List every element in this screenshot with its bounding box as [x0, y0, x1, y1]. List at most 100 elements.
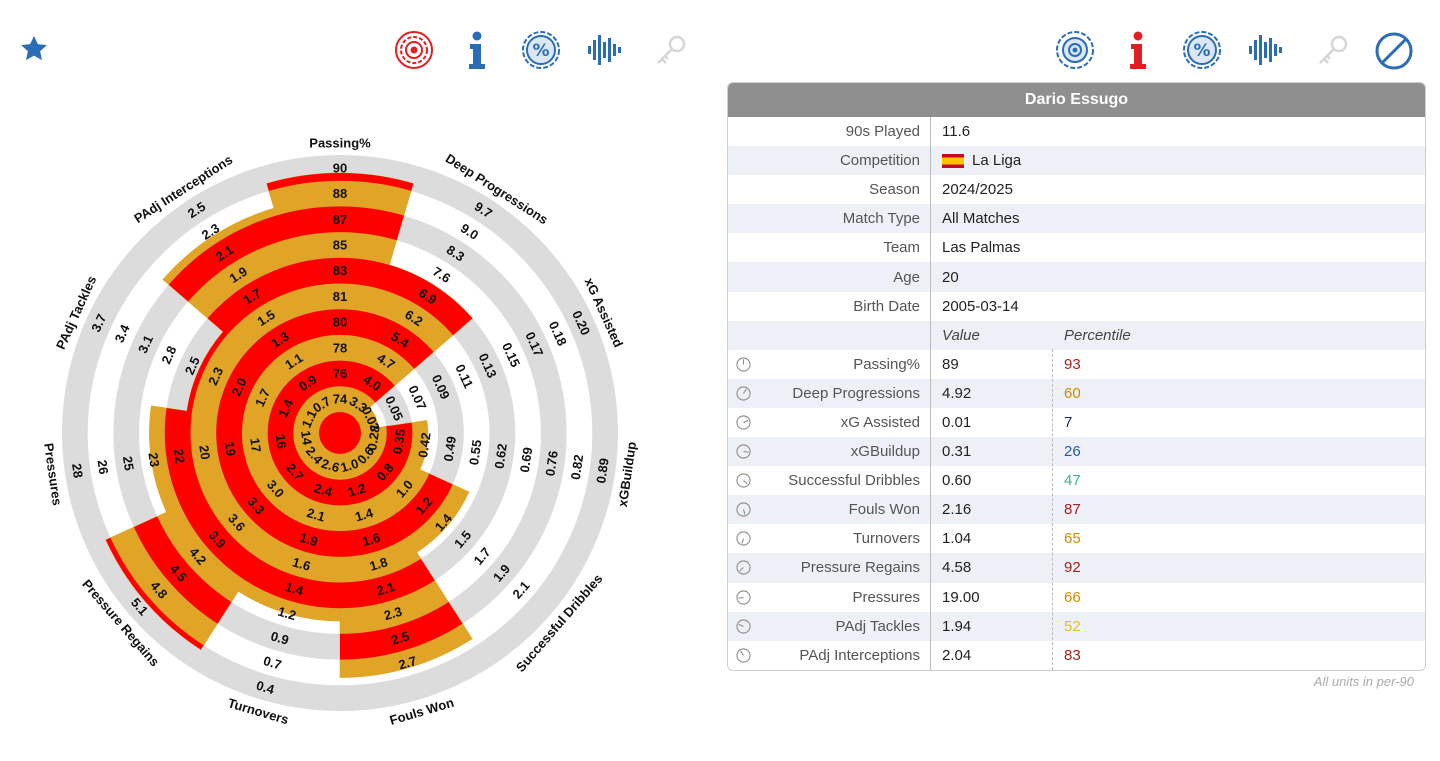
- tick-label: 2.6: [320, 456, 342, 475]
- tick-label: 81: [333, 289, 347, 304]
- info-value-text: All Matches: [942, 210, 1020, 228]
- stat-percentile: 93: [1064, 355, 1081, 373]
- percent-icon[interactable]: %: [521, 30, 561, 70]
- stat-row: xGBuildup 0.31 26: [728, 437, 1425, 467]
- stat-label: Successful Dribbles: [788, 472, 920, 490]
- tick-label: 0.15: [499, 340, 523, 369]
- info-label: 90s Played: [845, 123, 920, 141]
- svg-text:%: %: [532, 41, 549, 61]
- tick-label: 0.89: [593, 457, 611, 484]
- clock-icon: [736, 619, 751, 634]
- stat-row: Fouls Won 2.16 87: [728, 495, 1425, 525]
- info-icon[interactable]: [1127, 30, 1149, 70]
- info-label: Birth Date: [853, 297, 920, 315]
- key-icon[interactable]: [1316, 34, 1350, 68]
- stat-percentile: 66: [1064, 588, 1081, 606]
- tick-label: 85: [333, 238, 347, 253]
- value-header: Value: [942, 326, 980, 344]
- target-icon[interactable]: [1055, 30, 1095, 70]
- tick-label: 2.7: [397, 653, 419, 672]
- stat-header-row: Value Percentile: [728, 320, 1425, 350]
- info-value-text: La Liga: [972, 152, 1022, 170]
- axis-label: Passing%: [309, 136, 371, 151]
- stat-row: xG Assisted 0.01 7: [728, 408, 1425, 437]
- tick-label: 1.8: [368, 554, 390, 573]
- waveform-icon[interactable]: [587, 32, 623, 68]
- player-stats-table: Dario Essugo 90s Played 11.6 Competition La…: [727, 82, 1426, 671]
- tick-label: 74: [333, 392, 348, 407]
- tick-label: 0.7: [262, 653, 284, 672]
- target-icon[interactable]: [394, 30, 434, 70]
- tick-label: 28: [69, 462, 86, 478]
- stat-row: PAdj Interceptions 2.04 83: [728, 641, 1425, 670]
- star-icon[interactable]: [18, 34, 50, 64]
- stat-percentile: 7: [1064, 413, 1073, 431]
- tick-label: 76: [333, 366, 347, 381]
- info-value-text: 2024/2025: [942, 181, 1013, 199]
- tick-label: 0.18: [546, 319, 570, 348]
- stat-row: Deep Progressions 4.92 60: [728, 378, 1425, 408]
- tick-label: 26: [95, 459, 112, 475]
- tick-label: 2.0: [229, 376, 250, 399]
- tick-label: 1.0: [339, 456, 361, 475]
- tick-label: 0.28: [364, 424, 382, 451]
- tick-label: 2.4: [312, 480, 334, 500]
- axis-label: xGBuildup: [615, 441, 639, 508]
- info-value-text: 11.6: [942, 123, 971, 141]
- tick-label: 14: [298, 430, 315, 447]
- tick-label: 1.4: [275, 396, 296, 419]
- tick-label: 1.7: [252, 386, 273, 409]
- clock-icon: [736, 415, 751, 430]
- tick-label: 22: [171, 448, 188, 464]
- radar-wedge: [339, 432, 470, 553]
- info-value: All Matches: [942, 210, 1020, 227]
- stat-label: Passing%: [853, 355, 920, 373]
- stat-label: PAdj Interceptions: [799, 646, 920, 664]
- tick-label: 1.2: [346, 480, 368, 499]
- percent-icon[interactable]: %: [1182, 30, 1222, 70]
- tick-label: 3.7: [88, 312, 109, 335]
- info-row: Season 2024/2025: [728, 175, 1425, 204]
- tick-label: 25: [120, 455, 137, 471]
- info-row: Birth Date 2005-03-14: [728, 292, 1425, 321]
- stat-label: Pressures: [852, 588, 920, 606]
- stat-value: 0.60: [942, 472, 972, 490]
- info-value-text: 2005-03-14: [942, 297, 1019, 315]
- units-footnote: All units in per-90: [1313, 674, 1414, 689]
- stat-value: 1.04: [942, 530, 972, 548]
- tick-label: 1.4: [353, 505, 375, 525]
- tick-label: 19: [222, 441, 239, 457]
- clock-icon: [736, 648, 751, 663]
- info-row: 90s Played 11.6: [728, 117, 1425, 146]
- tick-label: 0.4: [255, 678, 277, 698]
- tick-label: 0.11: [452, 362, 476, 391]
- no-entry-icon[interactable]: [1374, 31, 1414, 71]
- tick-label: 1.6: [361, 530, 383, 549]
- info-value: La Liga: [942, 152, 1021, 169]
- info-value: 2005-03-14: [942, 298, 1019, 315]
- tick-label: 2.1: [305, 505, 327, 524]
- info-value-text: Las Palmas: [942, 239, 1021, 257]
- tick-label: 0.35: [390, 428, 408, 455]
- stat-row: PAdj Tackles 1.94 52: [728, 611, 1425, 641]
- tick-label: 0.9: [269, 628, 291, 647]
- stat-row: Turnovers 1.04 65: [728, 524, 1425, 553]
- info-row: Team Las Palmas: [728, 233, 1425, 262]
- tick-label: 17: [247, 437, 264, 453]
- tick-label: 0.69: [517, 446, 535, 473]
- stat-row: Pressures 19.00 66: [728, 583, 1425, 612]
- info-value: 20: [942, 269, 959, 286]
- key-icon[interactable]: [654, 34, 688, 68]
- stat-value: 4.92: [942, 384, 972, 402]
- info-label: Season: [869, 181, 920, 199]
- info-value-text: 20: [942, 268, 959, 286]
- info-label: Team: [883, 239, 920, 257]
- clock-icon: [736, 502, 751, 517]
- tick-label: 87: [333, 212, 347, 227]
- info-row: Competition La Liga: [728, 146, 1425, 176]
- tick-label: 2.5: [389, 628, 411, 647]
- tick-label: 16: [273, 433, 290, 449]
- waveform-icon[interactable]: [1248, 32, 1284, 68]
- stat-label: Turnovers: [853, 530, 920, 548]
- info-icon[interactable]: [466, 30, 488, 70]
